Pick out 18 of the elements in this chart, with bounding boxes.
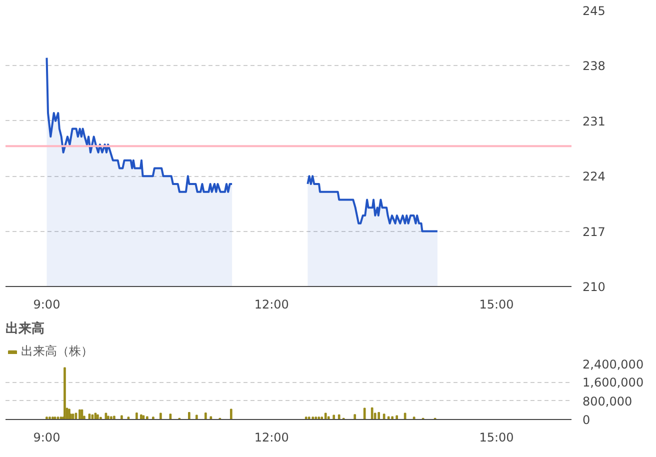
x-tick-label: 12:00	[254, 430, 289, 444]
x-tick-label: 9:00	[33, 430, 60, 444]
y-tick-label: 210	[582, 280, 606, 294]
y-tick-label: 238	[582, 59, 606, 74]
x-tick-label: 15:00	[479, 298, 514, 312]
y-tick-label: 800,000	[582, 394, 632, 408]
y-tick-label: 2,400,000	[582, 358, 644, 372]
chart-title: 出来高	[6, 320, 44, 336]
y-tick-label: 245	[582, 4, 606, 18]
y-tick-label: 1,600,000	[582, 376, 644, 390]
x-tick-label: 12:00	[254, 298, 289, 312]
y-tick-label: 231	[582, 114, 606, 128]
legend-label: 出来高（株）	[21, 343, 93, 360]
x-tick-label: 15:00	[479, 430, 514, 444]
y-tick-label: 224	[582, 170, 606, 184]
y-tick-label: 217	[582, 224, 606, 239]
y-tick-label: 0	[582, 413, 590, 427]
x-tick-label: 9:00	[33, 298, 60, 312]
